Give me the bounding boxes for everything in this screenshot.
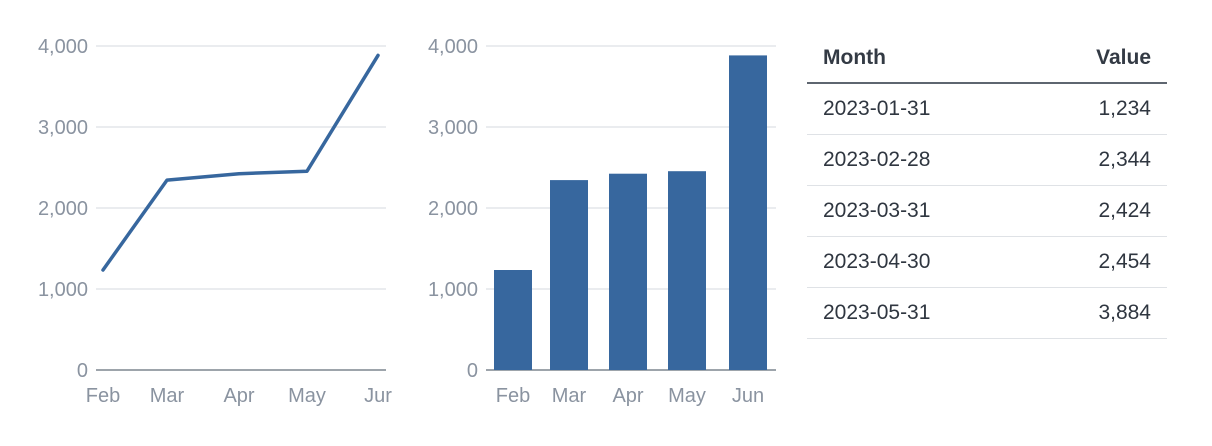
- bar: [729, 55, 767, 371]
- data-table: Month Value 2023-01-31 1,234 2023-02-28 …: [807, 34, 1167, 339]
- y-tick-label: 3,000: [428, 117, 478, 139]
- x-tick-label: Apr: [223, 385, 254, 407]
- bar: [494, 270, 532, 370]
- month-cell: 2023-01-31: [807, 83, 1029, 135]
- y-tick-label: 4,000: [38, 36, 88, 58]
- x-tick-label: Apr: [612, 385, 643, 407]
- x-tick-label: Mar: [150, 385, 185, 407]
- y-tick-label: 2,000: [38, 198, 88, 220]
- y-tick-label: 2,000: [428, 198, 478, 220]
- table-header-row: Month Value: [807, 34, 1167, 84]
- value-cell: 2,424: [1028, 185, 1167, 237]
- column-header-value: Value: [1028, 34, 1167, 84]
- table-row: 2023-03-31 2,424: [807, 185, 1167, 237]
- x-tick-label: Jun: [732, 385, 764, 407]
- bar: [609, 173, 647, 370]
- value-cell: 2,344: [1028, 134, 1167, 186]
- month-cell: 2023-02-28: [807, 134, 1029, 186]
- column-header-month: Month: [807, 34, 1029, 84]
- y-tick-label: 4,000: [428, 36, 478, 58]
- y-tick-label: 3,000: [38, 117, 88, 139]
- x-tick-label: Feb: [86, 385, 120, 407]
- x-tick-label: Feb: [496, 385, 530, 407]
- x-tick-label: May: [668, 385, 706, 407]
- table-row: 2023-04-30 2,454: [807, 236, 1167, 288]
- y-tick-label: 1,000: [428, 279, 478, 301]
- x-tick-label: May: [288, 385, 326, 407]
- month-cell: 2023-05-31: [807, 287, 1029, 339]
- month-cell: 2023-03-31: [807, 185, 1029, 237]
- table-row: 2023-05-31 3,884: [807, 287, 1167, 339]
- line-series: [101, 53, 380, 272]
- bar-chart: 0 1,000 2,000 3,000 4,000 Feb Mar Apr May Jun: [428, 36, 776, 407]
- bar: [550, 180, 588, 370]
- value-cell: 3,884: [1028, 287, 1167, 339]
- bar: [668, 171, 706, 370]
- y-tick-label: 1,000: [38, 279, 88, 301]
- x-tick-label: Mar: [552, 385, 587, 407]
- table-row: 2023-02-28 2,344: [807, 134, 1167, 186]
- y-tick-label: 0: [467, 360, 478, 382]
- value-cell: 2,454: [1028, 236, 1167, 288]
- x-tick-label: Jur: [364, 385, 392, 407]
- y-tick-label: 0: [77, 360, 88, 382]
- table-row: 2023-01-31 1,234: [807, 83, 1167, 135]
- line-chart: 0 1,000 2,000 3,000 4,000 Feb Mar Apr May Jur: [38, 36, 392, 407]
- value-cell: 1,234: [1028, 83, 1167, 135]
- month-cell: 2023-04-30: [807, 236, 1029, 288]
